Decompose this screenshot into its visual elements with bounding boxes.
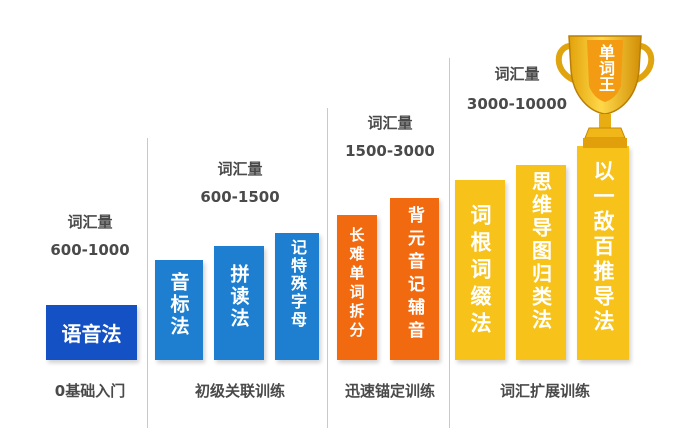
stage3-vocab-range: 1500-3000 [345,142,435,160]
stage3-vocab-label: 词汇量 [367,114,413,132]
stage1-block-1-label: 语音法 [61,322,122,346]
stage4-block-1: 词根词缀法 [455,180,505,360]
stage-divider-2 [327,108,328,428]
stage2-title: 初级关联训练 [194,382,285,400]
stage3-title: 迅速锚定训练 [344,382,435,400]
stage1-vocab: 词汇量 600-1000 [40,212,140,260]
stage1-vocab-range: 600-1000 [50,241,130,259]
trophy-icon [555,35,655,148]
stage3-block-2-label: 背元音记辅音 [404,206,424,344]
stage2-block-2: 拼读法 [214,246,264,360]
stage2-block-3: 记特殊字母 [275,233,319,360]
stage2-block-2-label: 拼读法 [227,264,250,330]
trophy-label: 单词王 [596,44,615,92]
stage4-block-2-label: 思维导图归类法 [528,171,553,332]
stage1-title: 0基础入门 [54,382,126,400]
stage2-vocab-label: 词汇量 [217,160,263,178]
stage2-vocab-range: 600-1500 [200,188,280,206]
stage4-block-3-label: 以一敌百推导法 [591,160,615,335]
stage4-block-2: 思维导图归类法 [516,165,566,360]
stage4-block-1-label: 词根词缀法 [468,204,492,339]
stage1-vocab-label: 词汇量 [67,213,113,231]
stage4-vocab: 词汇量 3000-10000 [462,64,572,114]
stage4-title: 词汇扩展训练 [499,382,590,400]
stage4-block-3: 以一敌百推导法 [577,146,629,360]
stage3-block-2: 背元音记辅音 [390,198,439,360]
stage2-block-3-label: 记特殊字母 [288,239,307,329]
stage1-block-1: 语音法 [46,305,137,360]
stage-divider-1 [147,138,148,428]
stage3-block-1: 长难单词拆分 [337,215,377,360]
stage2-vocab: 词汇量 600-1500 [185,159,295,207]
stage-divider-3 [449,58,450,428]
stage2-block-1-label: 音标法 [167,272,190,338]
stage3-vocab: 词汇量 1500-3000 [335,113,445,161]
stage3-block-1-label: 长难单词拆分 [347,227,366,341]
stage4-vocab-label: 词汇量 [494,65,540,83]
stage2-block-1: 音标法 [155,260,203,360]
stage4-vocab-range: 3000-10000 [466,95,568,113]
